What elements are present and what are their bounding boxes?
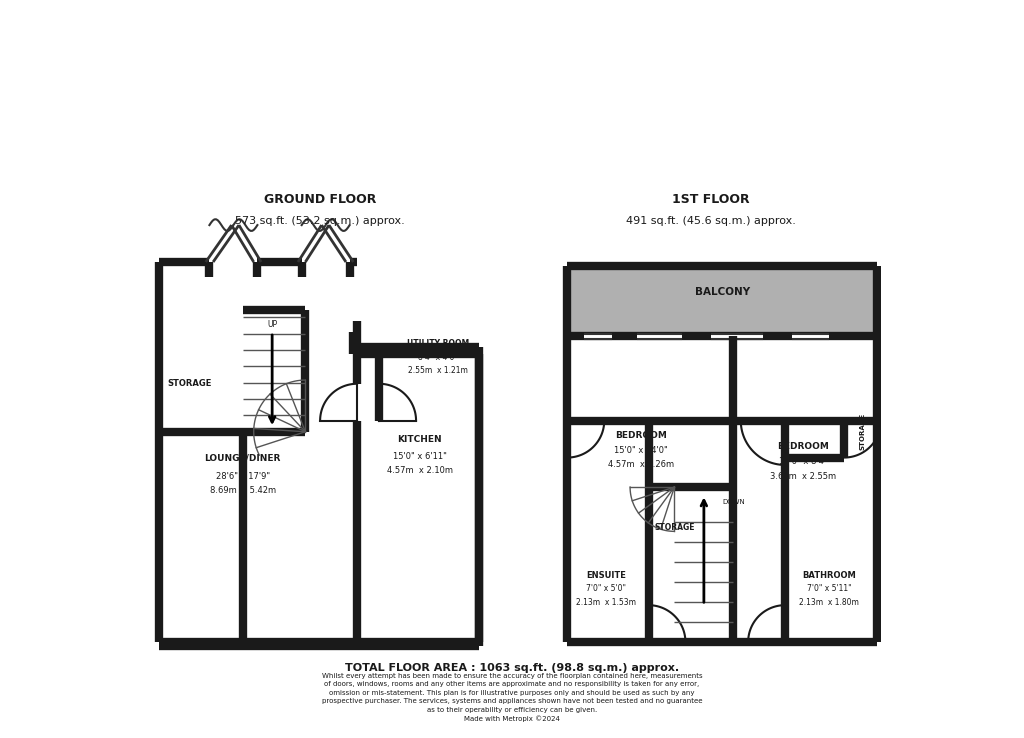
Text: 2.13m  x 1.80m: 2.13m x 1.80m: [800, 598, 859, 607]
Text: 1ST FLOOR: 1ST FLOOR: [673, 193, 750, 206]
Bar: [569, 269, 876, 336]
Text: 2.55m  x 1.21m: 2.55m x 1.21m: [409, 366, 468, 375]
Text: 15'0" x 14'0": 15'0" x 14'0": [614, 446, 668, 455]
Text: 4.57m  x 2.10m: 4.57m x 2.10m: [387, 466, 453, 475]
Text: DOWN: DOWN: [722, 499, 744, 505]
Text: 15'0" x 6'11": 15'0" x 6'11": [393, 452, 446, 461]
Text: 28'6" x 17'9": 28'6" x 17'9": [216, 472, 269, 480]
Text: UTILITY ROOM: UTILITY ROOM: [408, 339, 469, 348]
Text: 3.65m  x 2.55m: 3.65m x 2.55m: [770, 472, 837, 480]
Text: 8'4" x 4'0": 8'4" x 4'0": [418, 354, 458, 362]
Text: 4.57m  x 4.26m: 4.57m x 4.26m: [608, 461, 674, 469]
Text: Whilst every attempt has been made to ensure the accuracy of the floorplan conta: Whilst every attempt has been made to en…: [322, 672, 702, 723]
Text: TOTAL FLOOR AREA : 1063 sq.ft. (98.8 sq.m.) approx.: TOTAL FLOOR AREA : 1063 sq.ft. (98.8 sq.…: [345, 663, 679, 673]
Text: 573 sq.ft. (53.2 sq.m.) approx.: 573 sq.ft. (53.2 sq.m.) approx.: [236, 216, 406, 227]
Text: BATHROOM: BATHROOM: [803, 571, 856, 580]
Text: LOUNGE/DINER: LOUNGE/DINER: [205, 453, 281, 462]
Text: 2.13m  x 1.53m: 2.13m x 1.53m: [577, 598, 637, 607]
Text: 12'0" x 8'4": 12'0" x 8'4": [779, 457, 827, 466]
Text: STORAGE: STORAGE: [167, 379, 212, 388]
Text: KITCHEN: KITCHEN: [397, 435, 442, 444]
Text: ENSUITE: ENSUITE: [587, 571, 627, 580]
Text: UP: UP: [267, 320, 278, 329]
Text: BEDROOM: BEDROOM: [777, 442, 829, 451]
Text: 7'0" x 5'0": 7'0" x 5'0": [587, 584, 627, 593]
Text: 7'0" x 5'11": 7'0" x 5'11": [807, 584, 852, 593]
Text: 491 sq.ft. (45.6 sq.m.) approx.: 491 sq.ft. (45.6 sq.m.) approx.: [627, 216, 797, 227]
Text: BEDROOM: BEDROOM: [615, 431, 667, 440]
Text: STORAGE: STORAGE: [654, 523, 694, 532]
Text: GROUND FLOOR: GROUND FLOOR: [264, 193, 376, 206]
Text: BALCONY: BALCONY: [694, 286, 750, 297]
Text: STORAGE: STORAGE: [859, 413, 865, 450]
Text: 8.69m  x 5.42m: 8.69m x 5.42m: [210, 486, 275, 495]
